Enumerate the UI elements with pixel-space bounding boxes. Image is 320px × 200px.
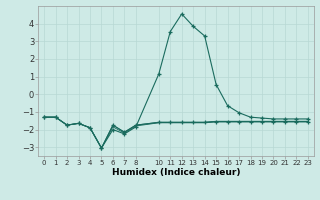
X-axis label: Humidex (Indice chaleur): Humidex (Indice chaleur) <box>112 168 240 177</box>
